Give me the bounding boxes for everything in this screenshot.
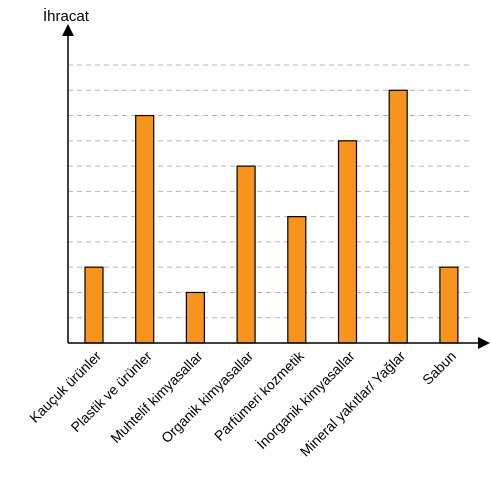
- category-label: Mineral yakıtlar/ Yağlar: [297, 348, 409, 460]
- grid-lines: [68, 64, 470, 319]
- category-label: Muhtelif kimyasallar: [107, 348, 205, 446]
- bar: [236, 165, 256, 344]
- category-label: İnorganik kimyasallar: [253, 347, 358, 452]
- bars: [84, 89, 459, 344]
- bar: [337, 140, 358, 344]
- category-label: Parfümeri kozmetik: [211, 347, 308, 444]
- bar: [287, 216, 307, 344]
- category-label: Sabun: [419, 348, 459, 388]
- bar: [84, 266, 104, 344]
- y-axis-label: İhracat: [43, 7, 90, 25]
- bar: [185, 291, 205, 344]
- bar: [135, 114, 155, 344]
- bar: [388, 89, 408, 344]
- category-label: Organik kimyasallar: [158, 348, 256, 446]
- bar: [439, 266, 459, 344]
